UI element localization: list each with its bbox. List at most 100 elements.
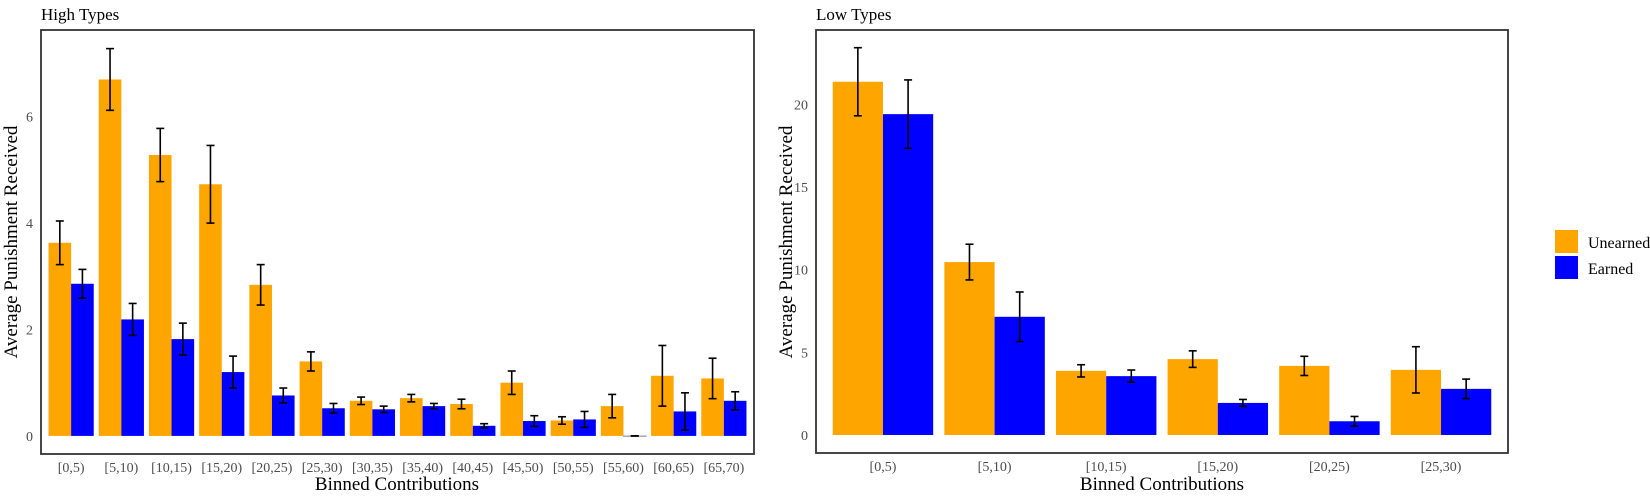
y-tick-label: 15 bbox=[794, 181, 808, 196]
bar-earned bbox=[1329, 421, 1380, 435]
y-tick-label: 20 bbox=[794, 98, 808, 113]
error-bar bbox=[106, 47, 115, 112]
error-bar bbox=[379, 405, 388, 414]
bar-unearned bbox=[1279, 365, 1330, 435]
bar-earned bbox=[171, 339, 195, 436]
legend-label-unearned: Unearned bbox=[1588, 235, 1650, 252]
error-bar bbox=[357, 396, 366, 406]
plot-border bbox=[40, 29, 755, 455]
bar-unearned bbox=[1055, 370, 1107, 435]
chart-title: Low Types bbox=[816, 5, 891, 24]
error-bar bbox=[658, 344, 667, 407]
error-bar bbox=[329, 402, 338, 414]
bar-unearned bbox=[832, 81, 883, 435]
x-tick-label: [10,15) bbox=[1086, 460, 1127, 475]
error-bar bbox=[429, 402, 438, 410]
y-tick-label: 10 bbox=[794, 264, 808, 279]
x-tick-label: [0,5) bbox=[58, 461, 85, 476]
bar-earned bbox=[71, 283, 94, 436]
error-bar bbox=[1462, 378, 1471, 400]
legend-label-earned: Earned bbox=[1588, 261, 1633, 278]
x-tick-label: [65,70) bbox=[703, 461, 744, 476]
bar-unearned bbox=[98, 79, 122, 436]
chart-title: High Types bbox=[41, 5, 119, 24]
x-axis-title: Binned Contributions bbox=[1080, 474, 1244, 495]
bar-earned bbox=[1106, 376, 1157, 435]
error-bar bbox=[507, 370, 516, 396]
error-bar bbox=[530, 414, 539, 428]
x-tick-label: [35,40) bbox=[402, 461, 443, 476]
y-tick-label: 0 bbox=[801, 429, 808, 444]
x-tick-label: [15,20) bbox=[1197, 460, 1238, 475]
bar-earned bbox=[882, 114, 934, 435]
error-bar bbox=[229, 355, 238, 389]
error-bar bbox=[55, 220, 64, 266]
bar-unearned bbox=[944, 262, 995, 435]
y-tick-label: 6 bbox=[26, 111, 33, 126]
legend-key-earned bbox=[1555, 256, 1578, 279]
error-bar bbox=[480, 422, 489, 429]
x-tick-label: [25,30) bbox=[302, 461, 343, 476]
bar-earned bbox=[271, 395, 295, 436]
error-bar bbox=[1077, 363, 1086, 378]
error-bar bbox=[1238, 398, 1247, 408]
error-bar bbox=[306, 351, 315, 372]
plot-border bbox=[815, 29, 1509, 454]
error-bar bbox=[178, 322, 187, 356]
bar-earned bbox=[322, 408, 345, 436]
bar-earned bbox=[523, 421, 546, 436]
x-tick-label: [50,55) bbox=[553, 461, 594, 476]
x-tick-label: [45,50) bbox=[503, 461, 544, 476]
error-bar bbox=[904, 79, 913, 150]
error-bar bbox=[1127, 369, 1136, 384]
bar-unearned bbox=[500, 382, 524, 436]
bar-unearned bbox=[450, 403, 473, 436]
x-tick-label: [40,45) bbox=[452, 461, 493, 476]
legend-key-unearned bbox=[1555, 230, 1578, 253]
y-tick-label: 4 bbox=[26, 217, 33, 232]
bar-unearned bbox=[550, 420, 574, 436]
bar-unearned bbox=[400, 398, 423, 436]
error-bar bbox=[1350, 415, 1359, 427]
bar-unearned bbox=[1167, 359, 1218, 435]
bar-earned bbox=[221, 372, 245, 436]
bar-unearned bbox=[148, 155, 172, 436]
bar-earned bbox=[472, 425, 496, 436]
error-bar bbox=[853, 46, 862, 117]
error-bar bbox=[206, 144, 215, 224]
error-bar bbox=[156, 127, 165, 183]
y-tick-label: 2 bbox=[26, 324, 33, 339]
error-bar bbox=[608, 393, 617, 419]
error-bar bbox=[680, 392, 689, 431]
error-bar bbox=[457, 398, 466, 410]
error-bar bbox=[1411, 345, 1420, 394]
x-tick-label: [30,35) bbox=[352, 461, 393, 476]
bar-earned bbox=[1217, 402, 1269, 435]
error-bar bbox=[708, 357, 717, 400]
error-bar bbox=[1188, 350, 1197, 369]
x-tick-label: [20,25) bbox=[1309, 460, 1350, 475]
bar-unearned bbox=[48, 242, 72, 436]
error-bar bbox=[279, 387, 288, 404]
error-bar bbox=[557, 415, 566, 426]
x-tick-label: [10,15) bbox=[151, 461, 192, 476]
x-tick-label: [15,20) bbox=[201, 461, 242, 476]
y-tick-label: 0 bbox=[26, 430, 33, 445]
x-tick-label: [55,60) bbox=[603, 461, 644, 476]
legend: Unearned Earned bbox=[1555, 230, 1650, 279]
x-tick-label: [5,10) bbox=[104, 461, 138, 476]
panel-high-types: High Types Binned Contributions Average … bbox=[1, 5, 755, 495]
bar-unearned bbox=[701, 378, 724, 436]
x-tick-label: [0,5) bbox=[870, 460, 897, 475]
error-bar bbox=[78, 268, 87, 299]
bar-earned bbox=[121, 319, 144, 436]
bar-earned bbox=[422, 406, 446, 436]
x-tick-label: [60,65) bbox=[653, 461, 694, 476]
x-axis-title: Binned Contributions bbox=[315, 474, 479, 495]
x-tick-label: [25,30) bbox=[1421, 460, 1462, 475]
error-bar bbox=[1015, 291, 1024, 343]
y-axis-title: Average Punishment Received bbox=[776, 125, 797, 358]
error-bar bbox=[256, 263, 265, 306]
panel-low-types: Low Types Binned Contributions Average P… bbox=[776, 5, 1509, 495]
